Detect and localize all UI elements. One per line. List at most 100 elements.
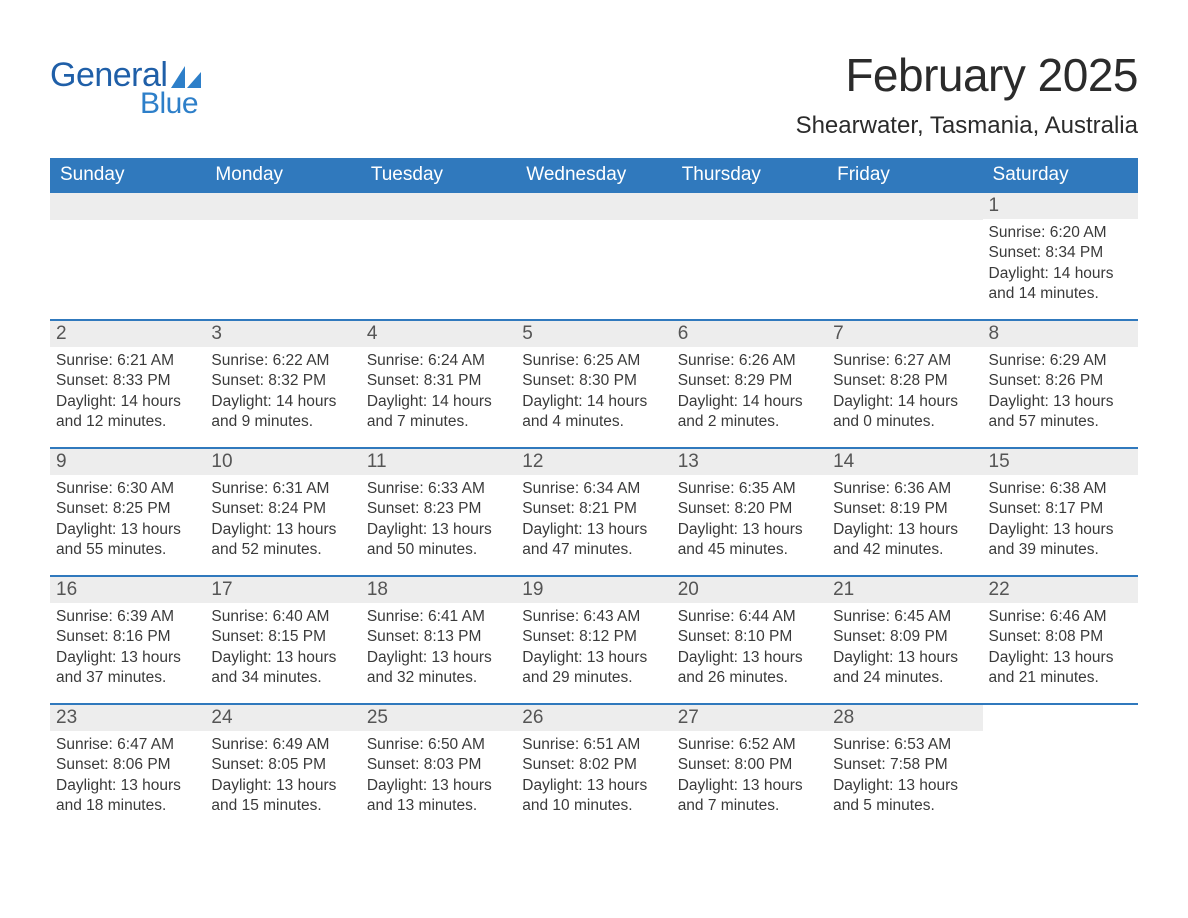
- sunrise-text: Sunrise: 6:34 AM: [522, 479, 665, 499]
- day-body: Sunrise: 6:52 AMSunset: 8:00 PMDaylight:…: [672, 731, 827, 823]
- daylight-text: Daylight: 13 hours and 5 minutes.: [833, 776, 976, 817]
- sunset-text: Sunset: 8:31 PM: [367, 371, 510, 391]
- sunset-text: Sunset: 8:33 PM: [56, 371, 199, 391]
- daylight-text: Daylight: 14 hours and 2 minutes.: [678, 392, 821, 433]
- day-number: 21: [827, 577, 982, 603]
- day-number: 16: [50, 577, 205, 603]
- day-body: Sunrise: 6:47 AMSunset: 8:06 PMDaylight:…: [50, 731, 205, 823]
- sunrise-text: Sunrise: 6:44 AM: [678, 607, 821, 627]
- day-number: 15: [983, 449, 1138, 475]
- sunrise-text: Sunrise: 6:21 AM: [56, 351, 199, 371]
- day-cell: 10Sunrise: 6:31 AMSunset: 8:24 PMDayligh…: [205, 449, 360, 575]
- day-number: 1: [983, 193, 1138, 219]
- day-number: [827, 193, 982, 220]
- sunrise-text: Sunrise: 6:43 AM: [522, 607, 665, 627]
- sunrise-text: Sunrise: 6:35 AM: [678, 479, 821, 499]
- sunrise-text: Sunrise: 6:47 AM: [56, 735, 199, 755]
- day-cell: 6Sunrise: 6:26 AMSunset: 8:29 PMDaylight…: [672, 321, 827, 447]
- day-number: 13: [672, 449, 827, 475]
- daylight-text: Daylight: 13 hours and 34 minutes.: [211, 648, 354, 689]
- daylight-text: Daylight: 13 hours and 42 minutes.: [833, 520, 976, 561]
- dow-cell: Thursday: [672, 158, 827, 193]
- day-body: Sunrise: 6:51 AMSunset: 8:02 PMDaylight:…: [516, 731, 671, 823]
- day-body: Sunrise: 6:34 AMSunset: 8:21 PMDaylight:…: [516, 475, 671, 567]
- daylight-text: Daylight: 13 hours and 29 minutes.: [522, 648, 665, 689]
- sunset-text: Sunset: 8:17 PM: [989, 499, 1132, 519]
- sunset-text: Sunset: 8:28 PM: [833, 371, 976, 391]
- day-body: Sunrise: 6:31 AMSunset: 8:24 PMDaylight:…: [205, 475, 360, 567]
- daylight-text: Daylight: 13 hours and 47 minutes.: [522, 520, 665, 561]
- sunset-text: Sunset: 8:26 PM: [989, 371, 1132, 391]
- sunset-text: Sunset: 8:09 PM: [833, 627, 976, 647]
- day-cell: [361, 193, 516, 319]
- daylight-text: Daylight: 14 hours and 4 minutes.: [522, 392, 665, 433]
- day-body: Sunrise: 6:43 AMSunset: 8:12 PMDaylight:…: [516, 603, 671, 695]
- sunrise-text: Sunrise: 6:25 AM: [522, 351, 665, 371]
- daylight-text: Daylight: 13 hours and 24 minutes.: [833, 648, 976, 689]
- sunrise-text: Sunrise: 6:41 AM: [367, 607, 510, 627]
- day-number: [50, 193, 205, 220]
- daylight-text: Daylight: 14 hours and 14 minutes.: [989, 264, 1132, 305]
- day-cell: 11Sunrise: 6:33 AMSunset: 8:23 PMDayligh…: [361, 449, 516, 575]
- dow-cell: Saturday: [983, 158, 1138, 193]
- dow-cell: Sunday: [50, 158, 205, 193]
- day-cell: 3Sunrise: 6:22 AMSunset: 8:32 PMDaylight…: [205, 321, 360, 447]
- day-cell: 2Sunrise: 6:21 AMSunset: 8:33 PMDaylight…: [50, 321, 205, 447]
- sunrise-text: Sunrise: 6:26 AM: [678, 351, 821, 371]
- dow-cell: Friday: [827, 158, 982, 193]
- sunrise-text: Sunrise: 6:24 AM: [367, 351, 510, 371]
- sunset-text: Sunset: 7:58 PM: [833, 755, 976, 775]
- sunrise-text: Sunrise: 6:33 AM: [367, 479, 510, 499]
- daylight-text: Daylight: 13 hours and 39 minutes.: [989, 520, 1132, 561]
- day-body: Sunrise: 6:49 AMSunset: 8:05 PMDaylight:…: [205, 731, 360, 823]
- sunset-text: Sunset: 8:10 PM: [678, 627, 821, 647]
- sunset-text: Sunset: 8:06 PM: [56, 755, 199, 775]
- daylight-text: Daylight: 14 hours and 0 minutes.: [833, 392, 976, 433]
- week-row: 23Sunrise: 6:47 AMSunset: 8:06 PMDayligh…: [50, 703, 1138, 831]
- daylight-text: Daylight: 14 hours and 12 minutes.: [56, 392, 199, 433]
- sunset-text: Sunset: 8:03 PM: [367, 755, 510, 775]
- daylight-text: Daylight: 13 hours and 45 minutes.: [678, 520, 821, 561]
- daylight-text: Daylight: 13 hours and 10 minutes.: [522, 776, 665, 817]
- daylight-text: Daylight: 13 hours and 18 minutes.: [56, 776, 199, 817]
- day-body: Sunrise: 6:53 AMSunset: 7:58 PMDaylight:…: [827, 731, 982, 823]
- sunrise-text: Sunrise: 6:29 AM: [989, 351, 1132, 371]
- day-number: 12: [516, 449, 671, 475]
- day-body: Sunrise: 6:22 AMSunset: 8:32 PMDaylight:…: [205, 347, 360, 439]
- sunset-text: Sunset: 8:12 PM: [522, 627, 665, 647]
- sunset-text: Sunset: 8:13 PM: [367, 627, 510, 647]
- month-title: February 2025: [796, 48, 1138, 102]
- day-cell: 7Sunrise: 6:27 AMSunset: 8:28 PMDaylight…: [827, 321, 982, 447]
- daylight-text: Daylight: 13 hours and 7 minutes.: [678, 776, 821, 817]
- day-number: 4: [361, 321, 516, 347]
- sunrise-text: Sunrise: 6:46 AM: [989, 607, 1132, 627]
- day-number: 24: [205, 705, 360, 731]
- day-body: Sunrise: 6:27 AMSunset: 8:28 PMDaylight:…: [827, 347, 982, 439]
- dow-cell: Tuesday: [361, 158, 516, 193]
- dow-cell: Monday: [205, 158, 360, 193]
- daylight-text: Daylight: 13 hours and 21 minutes.: [989, 648, 1132, 689]
- day-cell: 5Sunrise: 6:25 AMSunset: 8:30 PMDaylight…: [516, 321, 671, 447]
- sunset-text: Sunset: 8:08 PM: [989, 627, 1132, 647]
- day-number: 5: [516, 321, 671, 347]
- day-cell: 26Sunrise: 6:51 AMSunset: 8:02 PMDayligh…: [516, 705, 671, 831]
- sail-icon: [171, 66, 201, 88]
- day-number: 7: [827, 321, 982, 347]
- day-body: Sunrise: 6:36 AMSunset: 8:19 PMDaylight:…: [827, 475, 982, 567]
- day-body: Sunrise: 6:25 AMSunset: 8:30 PMDaylight:…: [516, 347, 671, 439]
- daylight-text: Daylight: 13 hours and 57 minutes.: [989, 392, 1132, 433]
- day-number: [205, 193, 360, 220]
- day-cell: 8Sunrise: 6:29 AMSunset: 8:26 PMDaylight…: [983, 321, 1138, 447]
- sunset-text: Sunset: 8:25 PM: [56, 499, 199, 519]
- day-cell: 19Sunrise: 6:43 AMSunset: 8:12 PMDayligh…: [516, 577, 671, 703]
- day-number: 27: [672, 705, 827, 731]
- day-body: Sunrise: 6:39 AMSunset: 8:16 PMDaylight:…: [50, 603, 205, 695]
- day-cell: 13Sunrise: 6:35 AMSunset: 8:20 PMDayligh…: [672, 449, 827, 575]
- sunset-text: Sunset: 8:21 PM: [522, 499, 665, 519]
- day-cell: 28Sunrise: 6:53 AMSunset: 7:58 PMDayligh…: [827, 705, 982, 831]
- day-number: 17: [205, 577, 360, 603]
- day-cell: 9Sunrise: 6:30 AMSunset: 8:25 PMDaylight…: [50, 449, 205, 575]
- daylight-text: Daylight: 13 hours and 55 minutes.: [56, 520, 199, 561]
- day-number: [672, 193, 827, 220]
- day-cell: 14Sunrise: 6:36 AMSunset: 8:19 PMDayligh…: [827, 449, 982, 575]
